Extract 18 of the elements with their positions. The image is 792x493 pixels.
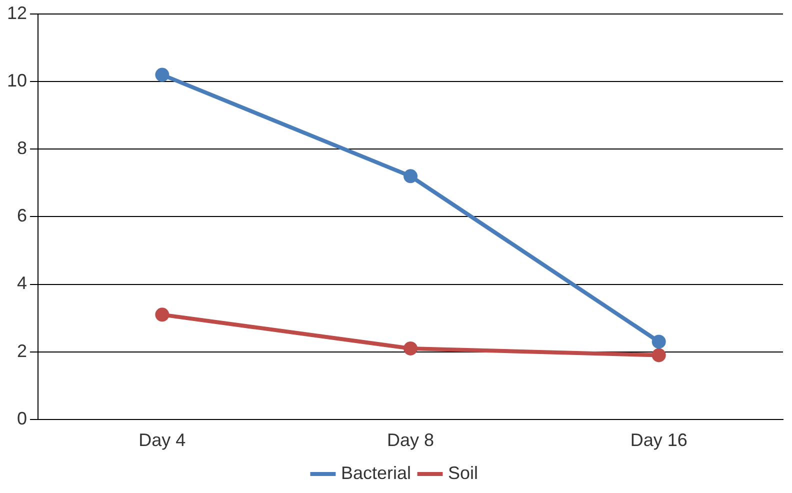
y-tick-label: 10 — [6, 70, 28, 91]
point — [652, 334, 666, 349]
point — [155, 68, 170, 82]
y-tick-label: 4 — [17, 273, 28, 294]
x-tick-label: Day 4 — [138, 430, 186, 450]
y-tick-label: 12 — [6, 2, 28, 23]
point — [404, 341, 418, 356]
point — [155, 308, 170, 322]
y-tick-label: 2 — [17, 340, 28, 361]
x-tick-label: Day 8 — [386, 430, 434, 450]
y-tick-label: 6 — [17, 206, 28, 226]
legend-label: Soil — [448, 462, 478, 483]
point — [652, 348, 666, 362]
y-tick-label: 8 — [17, 138, 28, 158]
y-tick-label: 0 — [17, 408, 28, 428]
legend-label: Bacterial — [340, 462, 412, 483]
point — [404, 169, 418, 184]
x-tick-label: Day 16 — [630, 430, 688, 450]
